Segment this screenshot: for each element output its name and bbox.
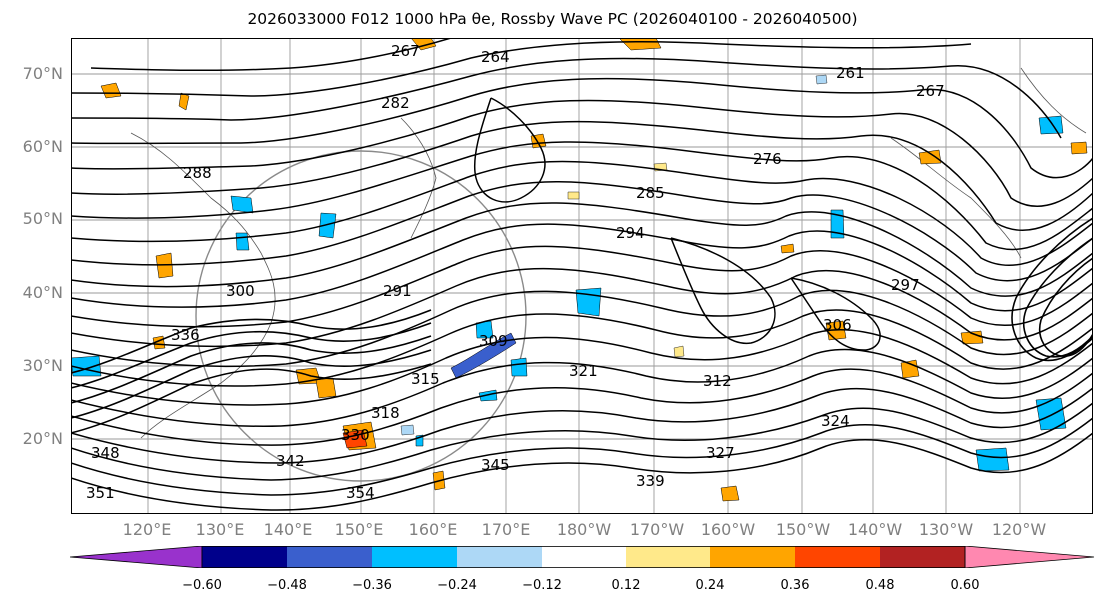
lon-label: 140°E xyxy=(263,520,313,539)
colorbar-segment xyxy=(287,546,372,568)
lon-label: 150°E xyxy=(334,520,384,539)
contour-label: 297 xyxy=(891,276,920,294)
contour-label: 351 xyxy=(86,484,115,502)
contour-label: 267 xyxy=(916,82,945,100)
contour-label: 312 xyxy=(703,372,732,390)
colorbar-segment xyxy=(542,546,626,568)
contour-label: 282 xyxy=(381,94,410,112)
colorbar-segment xyxy=(795,546,880,568)
lat-label-70n: 70°N xyxy=(22,64,63,83)
lon-label: 160°W xyxy=(700,520,756,539)
lon-label: 170°W xyxy=(629,520,685,539)
contour-labels: 264 267 261 267 282 276 288 285 291 294 … xyxy=(86,42,945,502)
contour-label: 345 xyxy=(481,456,510,474)
contour-label: 327 xyxy=(706,444,735,462)
colorbar-tick-label: −0.60 xyxy=(182,578,222,593)
colorbar-tick-label: 0.36 xyxy=(780,578,810,593)
colorbar-tick-label: 0.12 xyxy=(611,578,641,593)
contour-label: 309 xyxy=(479,332,508,350)
reference-circle xyxy=(195,150,527,482)
colorbar-extend-low xyxy=(70,546,203,568)
lon-label: 160°E xyxy=(408,520,458,539)
lon-label: 140°W xyxy=(847,520,903,539)
negative-shading-light xyxy=(400,74,828,436)
contour-label: 288 xyxy=(183,164,212,182)
contour-label: 306 xyxy=(823,316,852,334)
lon-label: 120°E xyxy=(122,520,172,539)
coastline xyxy=(130,67,1087,439)
lon-label: 130°E xyxy=(195,520,245,539)
colorbar-tick-label: −0.12 xyxy=(522,578,562,593)
contour-label: 294 xyxy=(616,224,645,242)
lon-label: 170°E xyxy=(481,520,531,539)
lat-label-40n: 40°N xyxy=(22,283,63,302)
contour-label: 336 xyxy=(171,326,200,344)
contour-label: 300 xyxy=(226,282,255,300)
lat-label-20n: 20°N xyxy=(22,429,63,448)
contour-label: 348 xyxy=(91,444,120,462)
strong-negative-shading xyxy=(450,332,517,379)
colorbar-segment xyxy=(202,546,287,568)
lat-label-60n: 60°N xyxy=(22,137,63,156)
tight-gradient-contours xyxy=(71,217,1093,434)
lon-label: 130°W xyxy=(918,520,974,539)
colorbar-tick-label: −0.24 xyxy=(437,578,477,593)
colorbar-tick-label: 0.60 xyxy=(950,578,980,593)
map-panel: 264 267 261 267 282 276 288 285 291 294 … xyxy=(71,38,1093,514)
contour-label: 330 xyxy=(341,426,370,444)
colorbar-tick-label: 0.48 xyxy=(865,578,895,593)
colorbar-segment xyxy=(372,546,457,568)
lon-label: 120°W xyxy=(991,520,1047,539)
contour-label: 276 xyxy=(753,150,782,168)
map-title: 2026033000 F012 1000 hPa θe, Rossby Wave… xyxy=(247,10,858,28)
colorbar-tick-label: −0.36 xyxy=(352,578,392,593)
contour-label: 261 xyxy=(836,64,865,82)
contour-label: 339 xyxy=(636,472,665,490)
contour-label: 324 xyxy=(821,412,850,430)
colorbar-extend-high xyxy=(964,546,1095,568)
contour-label: 354 xyxy=(346,484,375,502)
colorbar-segment xyxy=(626,546,710,568)
contour-label: 315 xyxy=(411,370,440,388)
colorbar-segment xyxy=(710,546,795,568)
theta-e-contours xyxy=(71,38,1093,511)
colorbar-tick-label: −0.48 xyxy=(267,578,307,593)
contour-label: 342 xyxy=(276,452,305,470)
lat-label-30n: 30°N xyxy=(22,356,63,375)
colorbar-segment xyxy=(880,546,965,568)
contour-label: 267 xyxy=(391,42,420,60)
colorbar xyxy=(70,546,1095,568)
lat-label-50n: 50°N xyxy=(22,209,63,228)
contour-label: 318 xyxy=(371,404,400,422)
contour-label: 264 xyxy=(481,48,510,66)
contour-label: 321 xyxy=(569,362,598,380)
contour-label: 291 xyxy=(383,282,412,300)
lon-label: 150°W xyxy=(775,520,831,539)
contour-label: 285 xyxy=(636,184,665,202)
colorbar-segment xyxy=(457,546,542,568)
lon-label: 180°W xyxy=(556,520,612,539)
colorbar-tick-label: 0.24 xyxy=(695,578,725,593)
